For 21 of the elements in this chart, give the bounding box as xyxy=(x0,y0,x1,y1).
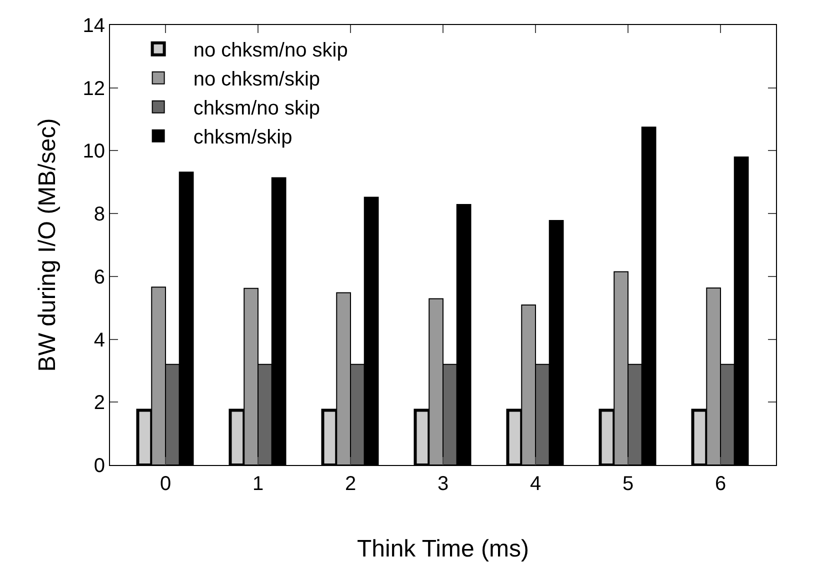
x-tick-label: 6 xyxy=(714,473,726,495)
y-tick-label: 6 xyxy=(94,266,105,288)
x-tick-label: 4 xyxy=(530,473,542,495)
x-tick-label: 0 xyxy=(160,473,172,495)
y-tick-label: 0 xyxy=(94,455,105,477)
x-tick-label: 3 xyxy=(437,473,449,495)
legend-label: no chksm/skip xyxy=(193,68,320,91)
y-tick-label: 12 xyxy=(82,78,105,100)
y-tick-label: 8 xyxy=(94,204,105,226)
y-tick-label: 10 xyxy=(82,140,105,163)
legend-label: no chksm/no skip xyxy=(193,40,348,62)
y-tick-label: 4 xyxy=(94,329,105,352)
x-tick-label: 1 xyxy=(252,473,264,495)
y-tick-label: 2 xyxy=(94,392,105,414)
x-axis-title: Think Time (ms) xyxy=(356,535,530,562)
x-tick-label: 2 xyxy=(344,473,356,495)
y-axis-title: BW during I/O (MB/sec) xyxy=(34,118,61,372)
legend-label: chksm/skip xyxy=(193,126,292,149)
legend-label: chksm/no skip xyxy=(193,98,320,120)
y-tick-label: 14 xyxy=(82,15,105,37)
x-tick-label: 5 xyxy=(622,473,634,495)
